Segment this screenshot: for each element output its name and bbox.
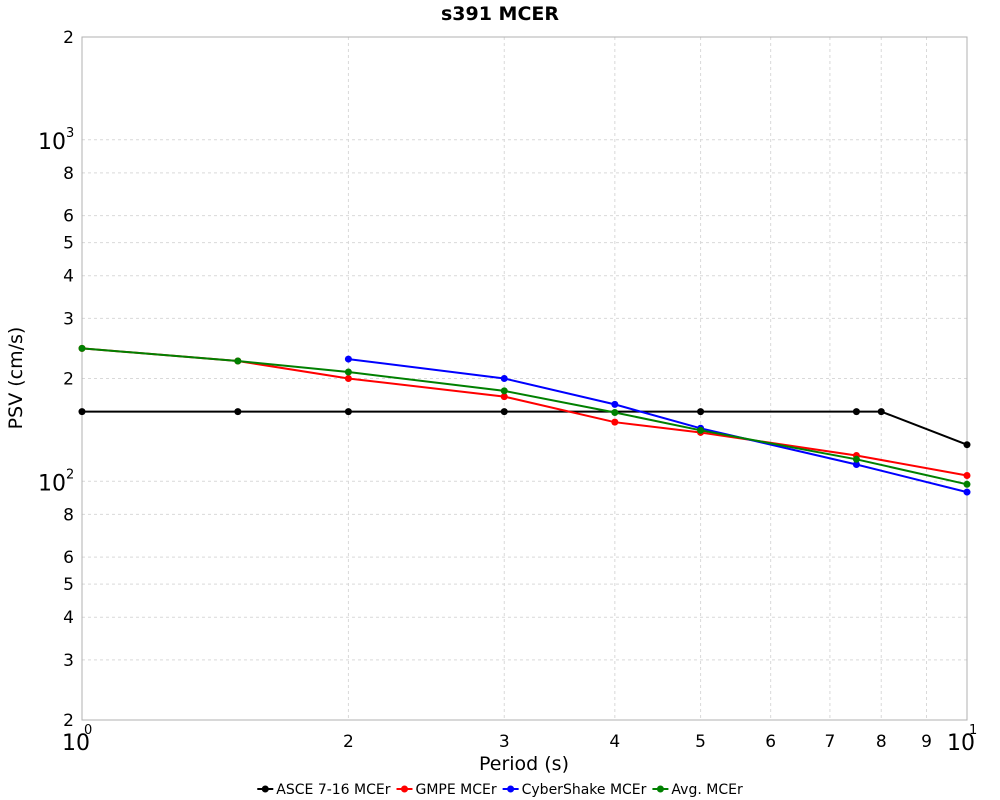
- y-tick-label-8: 3: [63, 309, 74, 329]
- data-point-3-6: [852, 455, 860, 463]
- data-point-0-5: [852, 408, 860, 416]
- series-line-1: [81, 347, 968, 477]
- y-tick-label-2: 4: [63, 608, 74, 628]
- x-tick-label-5: 6: [765, 732, 776, 752]
- legend-label-2: CyberShake MCEr: [522, 782, 647, 798]
- x-tick-label-4: 5: [695, 732, 706, 752]
- y-tick-label-1: 3: [63, 651, 74, 671]
- data-point-0-1: [234, 408, 242, 416]
- data-point-2-5: [963, 488, 971, 496]
- y-tick-exponent-13: 3: [66, 126, 74, 141]
- x-tick-label-3: 4: [609, 732, 620, 752]
- x-tick-exponent-9: 1: [969, 723, 977, 738]
- legend-entry-3: Avg. MCEr: [652, 782, 743, 798]
- data-point-3-0: [78, 344, 86, 352]
- data-point-3-1: [234, 357, 242, 365]
- data-point-3-5: [697, 426, 705, 434]
- legend-marker-1: [401, 785, 408, 793]
- x-axis-label: Period (s): [479, 753, 569, 775]
- y-tick-label-12: 8: [63, 164, 74, 184]
- data-point-0-7: [963, 441, 971, 449]
- legend-marker-0: [261, 785, 269, 793]
- plot-frame: [81, 36, 968, 721]
- y-axis-label: PSV (cm/s): [5, 327, 27, 430]
- y-tick-exponent-6: 2: [66, 467, 74, 482]
- y-tick-label-0: 2: [63, 711, 74, 731]
- y-tick-label-5: 8: [63, 505, 74, 525]
- grid-layer: [82, 37, 967, 720]
- legend-label-3: Avg. MCEr: [671, 782, 743, 798]
- data-point-1-7: [963, 471, 971, 479]
- data-point-2-1: [500, 375, 508, 382]
- data-point-2-4: [852, 460, 860, 468]
- data-point-1-2: [344, 375, 352, 382]
- y-tick-label-9: 4: [63, 267, 74, 287]
- legend-marker-3: [656, 785, 664, 793]
- data-point-0-2: [344, 408, 352, 416]
- x-tick-label-9: 10: [947, 731, 975, 756]
- x-tick-label-8: 9: [921, 732, 932, 752]
- data-point-0-3: [500, 408, 508, 416]
- legend-label-1: GMPE MCEr: [416, 782, 497, 798]
- y-tick-label-11: 6: [63, 207, 74, 227]
- data-point-3-4: [611, 409, 619, 417]
- data-point-1-4: [611, 418, 619, 426]
- data-point-3-2: [344, 368, 352, 376]
- y-tick-label-10: 5: [63, 234, 74, 254]
- data-point-3-7: [963, 480, 971, 488]
- series-3: [78, 344, 971, 488]
- y-tick-label-13: 10: [38, 130, 66, 155]
- data-point-0-0: [78, 408, 86, 416]
- data-point-0-6: [877, 408, 885, 416]
- x-tick-label-2: 3: [499, 732, 510, 752]
- y-tick-label-4: 6: [63, 548, 74, 568]
- x-tick-label-0: 10: [62, 731, 90, 756]
- legend-label-0: ASCE 7-16 MCEr: [276, 782, 390, 798]
- series-line-0: [82, 410, 968, 446]
- legend-marker-2: [507, 785, 515, 793]
- data-point-0-4: [697, 408, 705, 416]
- series-0: [78, 408, 971, 449]
- x-tick-label-7: 8: [876, 732, 887, 752]
- x-tick-exponent-0: 0: [84, 723, 92, 738]
- series-line-3: [81, 347, 968, 486]
- y-tick-label-3: 5: [63, 575, 74, 595]
- x-tick-label-1: 2: [343, 732, 354, 752]
- y-tick-label-14: 2: [63, 28, 74, 48]
- data-point-2-2: [611, 400, 619, 408]
- series-2: [344, 355, 971, 496]
- y-tick-label-7: 2: [63, 370, 74, 390]
- data-point-3-3: [500, 387, 508, 395]
- legend-entry-1: GMPE MCEr: [396, 782, 497, 798]
- x-tick-label-6: 7: [824, 732, 835, 752]
- y-tick-label-6: 10: [38, 471, 66, 496]
- series-layer: [78, 344, 971, 496]
- legend-entry-0: ASCE 7-16 MCEr: [257, 782, 391, 798]
- legend-entry-2: CyberShake MCEr: [502, 782, 647, 798]
- legend: ASCE 7-16 MCEr GMPE MCEr CyberShake MCEr Av…: [257, 782, 743, 798]
- data-point-2-0: [344, 355, 352, 363]
- series-line-2: [348, 358, 968, 494]
- chart-title: s391 MCER: [441, 3, 559, 25]
- data-point-1-3: [500, 393, 508, 401]
